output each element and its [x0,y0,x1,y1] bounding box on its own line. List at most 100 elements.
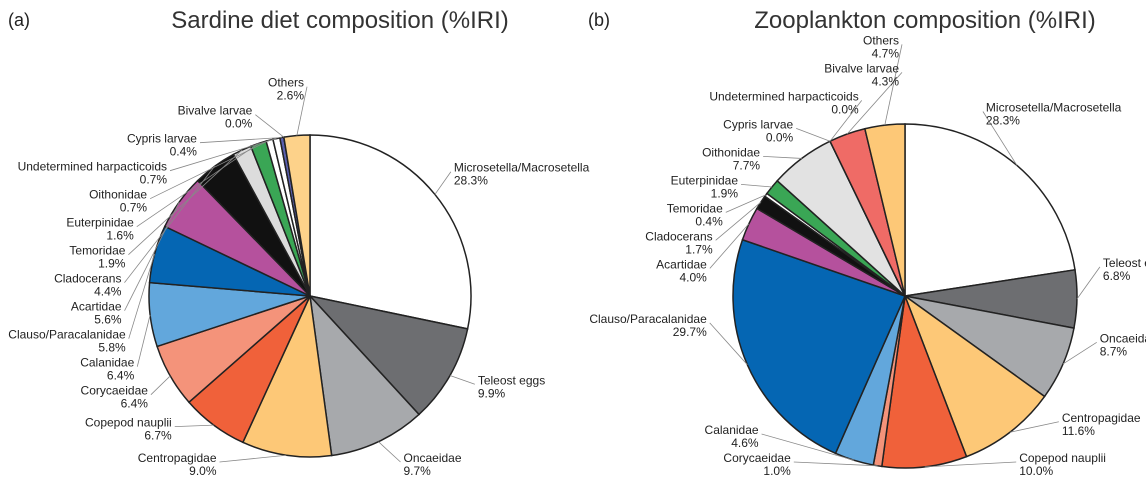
leader-line [255,114,285,138]
slice-label: Cypris larvae [723,117,793,131]
value-label: 0.7% [140,173,168,187]
slice-label: Undetermined harpacticoids [18,160,167,174]
slice-label: Oncaeidae [1100,331,1146,345]
slice-label: Teleost eggs [478,373,545,387]
slice-label: Microsetella/Macrosetella [986,101,1122,115]
slice-label: Microsetella/Macrosetella [454,161,590,175]
slice-label: Euterpinidae [671,173,739,187]
slice-label: Corycaeidae [723,451,791,465]
slice-label: Bivalve larvae [824,61,899,75]
slice-label: Clauso/Paracalanidae [8,328,126,342]
leader-line [709,322,748,365]
value-label: 1.7% [685,242,713,256]
slice-label: Clauso/Paracalanidae [589,312,707,326]
value-label: 7.7% [733,158,761,172]
slice-label: Cypris larvae [127,132,197,146]
leader-line [128,149,243,255]
leader-line [1076,266,1101,300]
leader-line [124,201,180,311]
slice-label: Temoridae [69,244,125,258]
slice-label: Cladocerans [54,272,121,286]
leader-line [725,194,767,213]
value-label: 6.8% [1103,269,1131,283]
value-label: 28.3% [986,114,1020,128]
value-label: 0.0% [766,130,794,144]
value-label: 1.0% [763,464,791,478]
value-label: 6.4% [107,369,135,383]
pie-slice [904,123,1076,297]
pie-slice [309,134,472,330]
value-label: 4.3% [872,74,900,88]
leader-line [199,137,282,144]
leader-line [715,201,762,241]
value-label: 0.7% [120,201,148,215]
value-label: 0.0% [831,102,859,116]
value-label: 4.7% [872,46,900,60]
leader-line [150,375,171,395]
slice-label: Undetermined harpacticoids [709,89,858,103]
value-label: 8.7% [1100,344,1128,358]
slice-label: Acartidae [656,257,707,271]
slice-label: Oithonidae [702,145,760,159]
value-label: 4.0% [680,270,708,284]
value-label: 5.8% [98,341,126,355]
leader-line [1009,421,1059,433]
leader-line [434,171,452,195]
value-label: 28.3% [454,174,488,188]
slice-label: Others [268,76,304,90]
leader-line [741,183,772,188]
slice-label: Acartidae [71,300,122,314]
value-label: 29.7% [673,325,707,339]
slice-label: Euterpinidae [66,216,134,230]
slice-label: Teleost eggs [1103,256,1146,270]
panel-label: (a) [8,10,30,30]
slice-label: Centropagidae [1062,411,1141,425]
value-label: 1.6% [106,229,134,243]
leader-line [174,424,214,428]
value-label: 2.6% [277,89,305,103]
value-label: 4.4% [94,285,122,299]
pie-slice [241,293,333,458]
value-label: 5.6% [94,313,122,327]
value-label: 6.4% [121,397,149,411]
leader-line [449,375,475,385]
leader-line [378,441,401,463]
leader-line [924,461,1017,468]
slice-label: Others [863,33,899,47]
leader-line [982,111,1018,166]
chart-title: Zooplankton composition (%IRI) [754,7,1095,34]
leader-line [1062,341,1097,365]
leader-line [128,253,156,339]
slice-label: Bivalve larvae [178,104,253,118]
slice-label: Calanidae [705,423,759,437]
panel-label: (b) [588,10,610,30]
slice-label: Centropagidae [138,451,217,465]
slice-label: Copepod nauplii [85,416,172,430]
leader-line [796,127,831,142]
slice-label: Oncaeidae [403,451,461,465]
value-label: 11.6% [1062,424,1095,438]
leader-line [124,166,215,283]
slice-label: Temoridae [667,201,723,215]
leader-line [761,433,855,461]
leader-line [219,454,287,463]
leader-line [296,86,308,136]
value-label: 4.6% [731,436,759,450]
leader-line [763,155,802,159]
value-label: 0.0% [225,117,253,131]
leader-line [884,44,903,126]
leader-line [709,223,750,269]
slice-label: Cladocerans [645,229,712,243]
slice-label: Oithonidae [89,188,147,202]
value-label: 6.7% [144,429,172,443]
leader-line [846,72,903,135]
leader-line [136,143,259,228]
value-label: 9.9% [478,386,506,400]
leader-line [136,314,151,367]
slice-label: Corycaeidae [81,384,149,398]
leader-line [829,100,863,142]
value-label: 10.0% [1019,464,1053,478]
value-label: 9.0% [189,464,217,478]
value-label: 1.9% [98,257,126,271]
